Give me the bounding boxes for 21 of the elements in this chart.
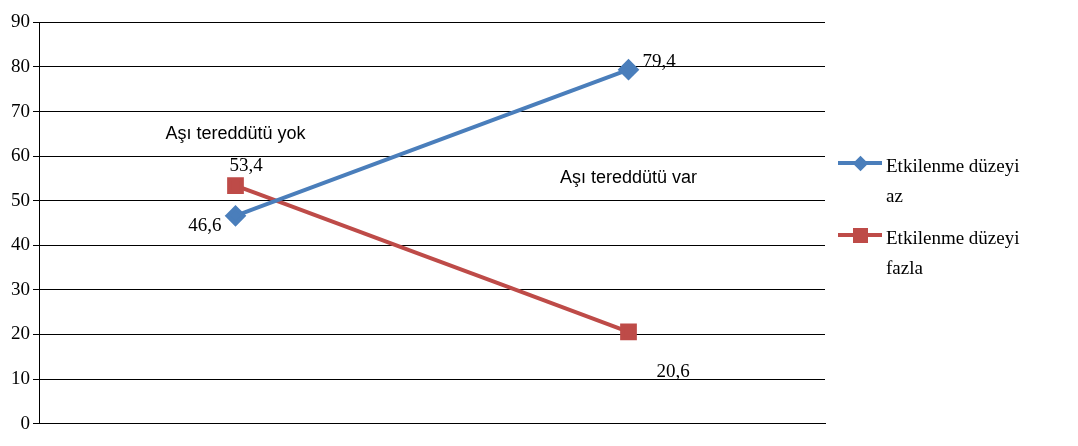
legend-label: Etkilenme düzeyi az bbox=[886, 154, 1021, 208]
y-tick-label: 80 bbox=[11, 54, 30, 76]
y-tick-label: 90 bbox=[11, 10, 30, 32]
point bbox=[227, 177, 244, 194]
point bbox=[618, 59, 639, 80]
point bbox=[620, 323, 637, 341]
x-tick-label: Aşı tereddütü var bbox=[559, 167, 698, 188]
y-tick-label: 20 bbox=[11, 322, 30, 344]
point bbox=[225, 205, 246, 226]
y-tick-label: 40 bbox=[11, 233, 30, 255]
data-label: 46,6 bbox=[188, 213, 222, 235]
y-tick-label: 50 bbox=[11, 188, 30, 210]
y-tick-label: 30 bbox=[11, 277, 30, 299]
data-label: 20,6 bbox=[656, 359, 690, 381]
y-tick-label: 10 bbox=[11, 367, 30, 389]
x-tick-label: Aşı tereddütü yok bbox=[165, 122, 307, 143]
y-tick-label: 60 bbox=[11, 144, 30, 166]
data-label: 53,4 bbox=[229, 153, 264, 175]
y-tick-label: 0 bbox=[20, 411, 30, 433]
legend-label: Etkilenme düzeyi fazla bbox=[886, 226, 1021, 280]
y-tick-label: 70 bbox=[11, 99, 30, 121]
